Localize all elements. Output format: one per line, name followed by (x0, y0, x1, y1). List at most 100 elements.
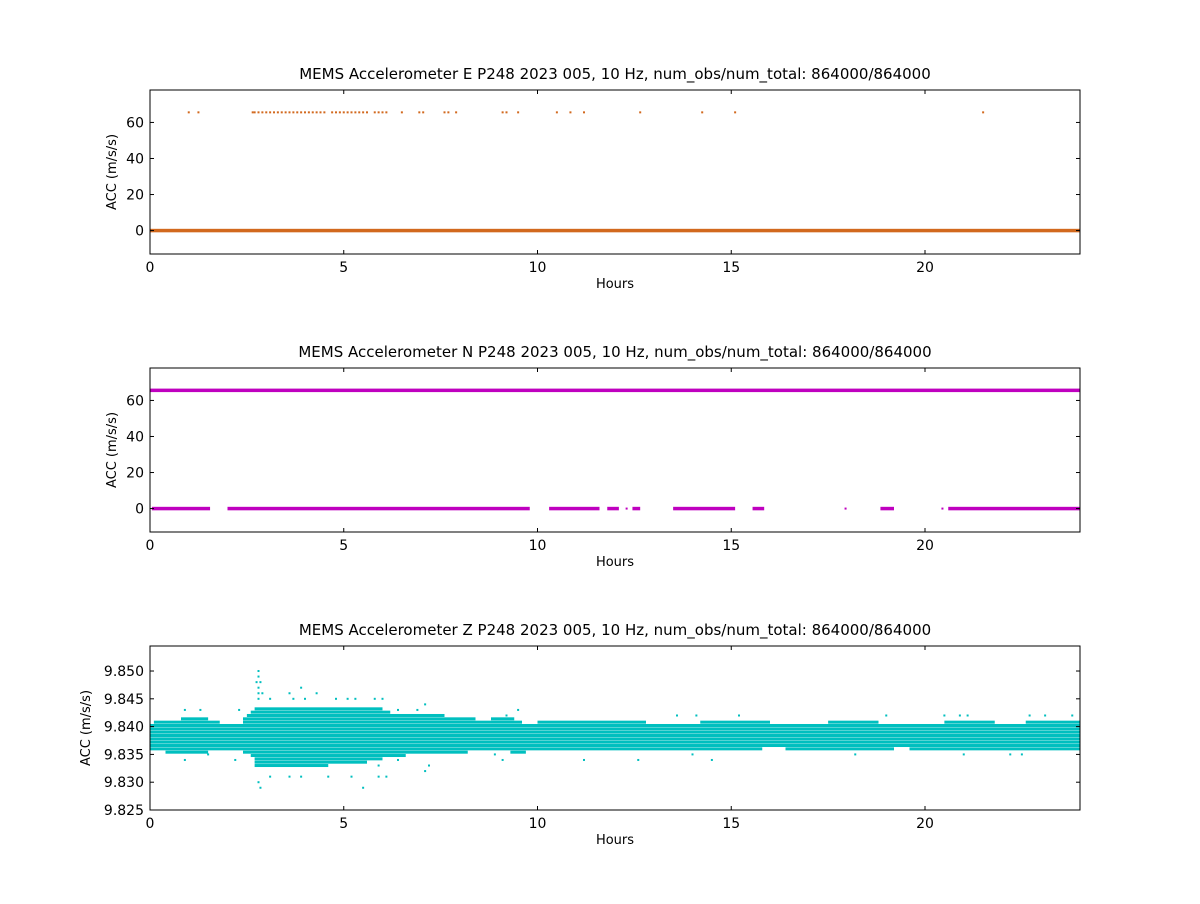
data-point (583, 758, 585, 761)
data-band (254, 757, 383, 761)
data-point (273, 111, 275, 114)
data-band (181, 717, 209, 721)
data-point (183, 758, 186, 761)
data-band (250, 754, 406, 758)
data-point (701, 111, 704, 114)
data-point (265, 111, 268, 114)
x-tick-label: 10 (529, 816, 547, 832)
data-band (510, 750, 526, 754)
x-tick-label: 20 (916, 538, 934, 554)
data-point (400, 111, 403, 114)
data-point (296, 111, 299, 114)
data-point (373, 111, 376, 114)
axes-frame (149, 367, 1081, 533)
data-point (710, 758, 713, 761)
x-tick-label: 5 (339, 816, 348, 832)
x-tick-label: 15 (722, 816, 740, 832)
data-band (549, 506, 600, 511)
data-point (319, 111, 322, 114)
y-axis-label: ACC (m/s/s) (105, 134, 120, 210)
data-point (304, 697, 306, 700)
x-tick-label: 15 (722, 538, 740, 554)
data-point (259, 786, 262, 789)
data-point (455, 111, 458, 114)
data-band (254, 707, 383, 711)
data-point (251, 111, 254, 114)
data-band (700, 720, 770, 724)
data-point (958, 714, 961, 717)
x-tick-label: 0 (146, 260, 155, 276)
data-point (377, 111, 380, 114)
data-layer (150, 388, 1080, 511)
data-point (257, 686, 260, 689)
y-tick-label: 0 (135, 224, 144, 240)
data-band (150, 723, 1080, 727)
data-point (257, 111, 260, 114)
data-band (254, 760, 367, 764)
panel-z: 0 5 10 15 20 9.825 9.830 9.835 9.840 9.845 9.850 ME… (79, 621, 1081, 848)
data-point (269, 697, 272, 700)
axes-frame (149, 645, 1081, 811)
data-point (397, 708, 399, 711)
data-point (300, 775, 303, 778)
data-point (377, 775, 380, 778)
data-band (150, 747, 763, 751)
data-point (269, 775, 272, 778)
y-tick-label: 20 (126, 188, 144, 204)
data-point (335, 697, 337, 700)
data-point (288, 111, 291, 114)
data-point (300, 111, 303, 114)
y-tick-label: 0 (135, 502, 144, 518)
data-point (734, 111, 737, 114)
data-point (373, 697, 376, 700)
data-point (362, 786, 365, 789)
data-band (632, 506, 641, 511)
data-band (227, 506, 530, 511)
y-tick-label: 9.825 (104, 803, 144, 819)
data-point (304, 111, 306, 114)
data-band (243, 717, 476, 721)
chart-title: MEMS Accelerometer E P248 2023 005, 10 H… (299, 65, 931, 84)
data-point (335, 111, 337, 114)
data-point (885, 714, 888, 717)
data-point (583, 111, 585, 114)
data-point (259, 681, 262, 684)
data-point (385, 775, 388, 778)
data-point (418, 111, 421, 114)
data-point (377, 764, 380, 767)
data-band (153, 720, 220, 724)
data-point (424, 703, 427, 706)
data-point (1028, 714, 1031, 717)
y-tick-label: 20 (126, 466, 144, 482)
data-point (1044, 714, 1047, 717)
data-band (944, 720, 995, 724)
data-point (350, 775, 353, 778)
data-point (447, 111, 450, 114)
data-point (358, 111, 361, 114)
data-point (366, 111, 368, 114)
data-band (243, 750, 468, 754)
y-tick-label: 9.830 (104, 775, 144, 791)
x-tick-label: 0 (146, 816, 155, 832)
data-point (292, 697, 295, 700)
data-point (639, 111, 642, 114)
data-point (397, 758, 399, 761)
panel-e: 0 5 10 15 20 0 20 40 60 MEMS Accelerometer E P248… (105, 65, 1081, 292)
data-band (150, 734, 1080, 738)
data-point (637, 758, 640, 761)
data-point (292, 111, 295, 114)
data-band (250, 710, 391, 714)
data-band (151, 506, 211, 511)
data-point (385, 111, 388, 114)
data-point (982, 111, 985, 114)
data-point (307, 111, 310, 114)
data-point (854, 753, 857, 756)
data-point (943, 714, 946, 717)
data-point (342, 111, 345, 114)
data-point (346, 697, 349, 700)
x-tick-label: 5 (339, 538, 348, 554)
data-point (1020, 753, 1023, 756)
data-point (288, 775, 291, 778)
x-tick-label: 10 (529, 538, 547, 554)
